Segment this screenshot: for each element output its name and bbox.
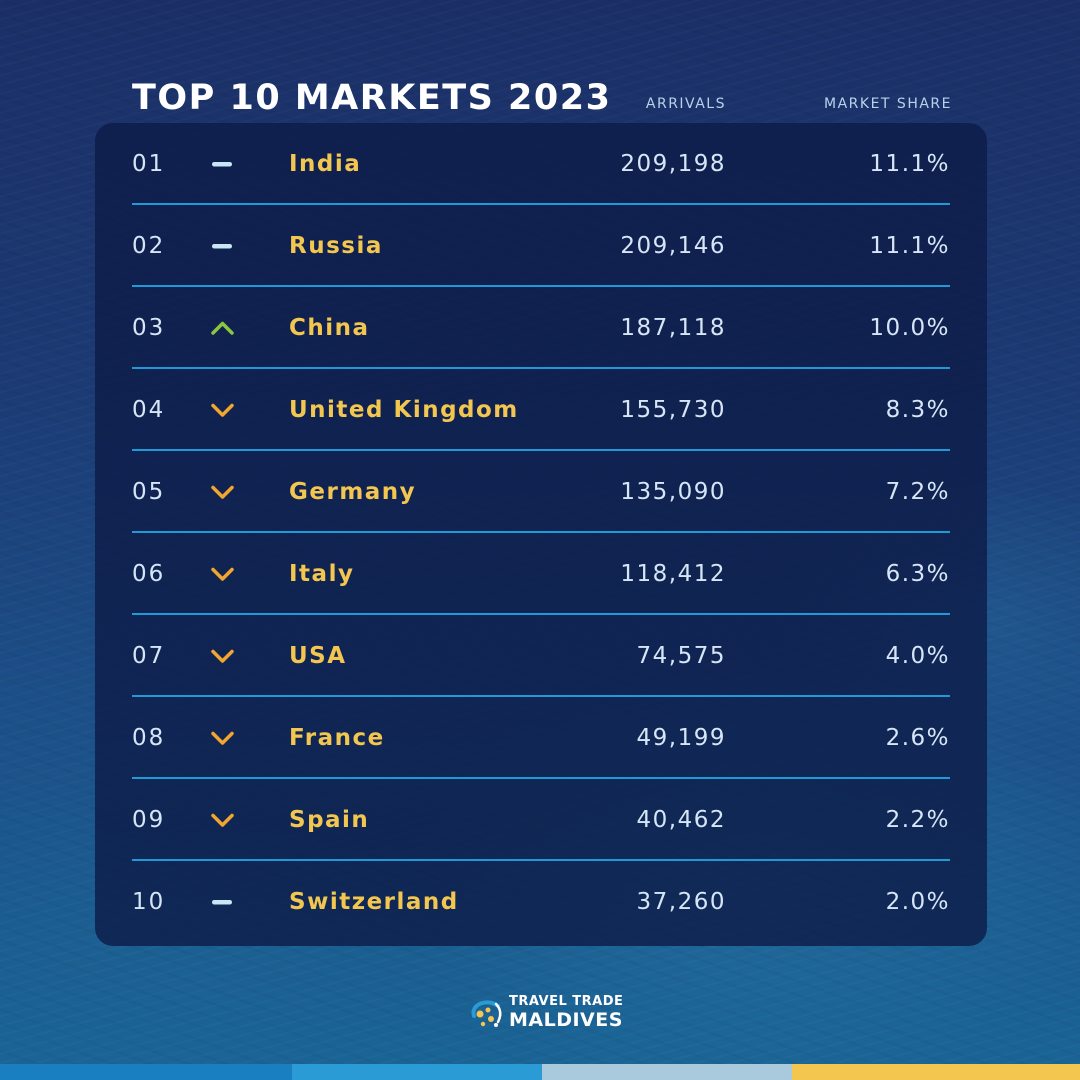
country-name: United Kingdom <box>289 397 519 423</box>
islands-logo-icon <box>471 1000 502 1027</box>
country-name: France <box>289 725 385 751</box>
arrivals-value: 209,198 <box>620 151 726 177</box>
stripe-4 <box>792 1064 1080 1080</box>
dash-icon <box>210 235 236 257</box>
stripe-2 <box>292 1064 542 1080</box>
rank-number: 10 <box>132 889 166 915</box>
color-stripe-bar <box>0 1064 1080 1080</box>
table-row-07: 07 USA 74,575 4.0% <box>132 615 950 697</box>
rank-number: 04 <box>132 397 166 423</box>
country-name: Spain <box>289 807 370 833</box>
arrivals-value: 37,260 <box>636 889 726 915</box>
market-share-value: 10.0% <box>869 315 950 341</box>
logo-text-line1: TRAVEL TRADE <box>509 994 624 1009</box>
logo-text-line2: MALDIVES <box>509 1009 623 1031</box>
market-share-column-header: MARKET SHARE <box>824 96 952 112</box>
travel-trade-maldives-logo: TRAVEL TRADE MALDIVES <box>466 994 626 1034</box>
market-share-value: 6.3% <box>885 561 950 587</box>
country-name: India <box>289 151 362 177</box>
rank-number: 07 <box>132 643 166 669</box>
arrivals-value: 49,199 <box>636 725 726 751</box>
chevron-down-icon <box>210 481 236 503</box>
arrivals-value: 74,575 <box>636 643 726 669</box>
market-share-value: 7.2% <box>885 479 950 505</box>
row-divider <box>132 367 950 369</box>
table-row-03: 03 China 187,118 10.0% <box>132 287 950 369</box>
rank-number: 08 <box>132 725 166 751</box>
stripe-3 <box>542 1064 792 1080</box>
chevron-up-icon <box>210 317 236 339</box>
row-divider <box>132 613 950 615</box>
arrivals-column-header: ARRIVALS <box>645 96 726 112</box>
country-name: Russia <box>289 233 383 259</box>
stripe-1 <box>0 1064 292 1080</box>
rank-number: 03 <box>132 315 166 341</box>
page-title: TOP 10 MARKETS 2023 <box>132 78 612 118</box>
country-name: China <box>289 315 370 341</box>
chevron-down-icon <box>210 399 236 421</box>
arrivals-value: 40,462 <box>636 807 726 833</box>
arrivals-value: 209,146 <box>620 233 726 259</box>
table-row-04: 04 United Kingdom 155,730 8.3% <box>132 369 950 451</box>
arrivals-value: 135,090 <box>620 479 726 505</box>
market-share-value: 2.0% <box>885 889 950 915</box>
market-share-value: 8.3% <box>885 397 950 423</box>
chevron-down-icon <box>210 809 236 831</box>
market-share-value: 11.1% <box>869 233 950 259</box>
arrivals-value: 118,412 <box>620 561 726 587</box>
rank-number: 01 <box>132 151 166 177</box>
arrivals-value: 155,730 <box>620 397 726 423</box>
row-divider <box>132 203 950 205</box>
rank-number: 05 <box>132 479 166 505</box>
table-row-09: 09 Spain 40,462 2.2% <box>132 779 950 861</box>
rank-number: 06 <box>132 561 166 587</box>
row-divider <box>132 285 950 287</box>
market-share-value: 4.0% <box>885 643 950 669</box>
market-share-value: 2.6% <box>885 725 950 751</box>
chevron-down-icon <box>210 563 236 585</box>
market-share-value: 2.2% <box>885 807 950 833</box>
row-divider <box>132 777 950 779</box>
table-row-08: 08 France 49,199 2.6% <box>132 697 950 779</box>
rank-number: 02 <box>132 233 166 259</box>
country-name: USA <box>289 643 347 669</box>
chevron-down-icon <box>210 645 236 667</box>
dash-icon <box>210 153 236 175</box>
rank-number: 09 <box>132 807 166 833</box>
table-row-05: 05 Germany 135,090 7.2% <box>132 451 950 533</box>
row-divider <box>132 859 950 861</box>
table-row-06: 06 Italy 118,412 6.3% <box>132 533 950 615</box>
country-name: Switzerland <box>289 889 459 915</box>
table-row-02: 02 Russia 209,146 11.1% <box>132 205 950 287</box>
row-divider <box>132 449 950 451</box>
chevron-down-icon <box>210 727 236 749</box>
arrivals-value: 187,118 <box>620 315 726 341</box>
table-row-01: 01 India 209,198 11.1% <box>132 123 950 205</box>
row-divider <box>132 531 950 533</box>
row-divider <box>132 695 950 697</box>
markets-table-panel <box>95 123 987 946</box>
country-name: Italy <box>289 561 355 587</box>
country-name: Germany <box>289 479 417 505</box>
table-row-10: 10 Switzerland 37,260 2.0% <box>132 861 950 943</box>
dash-icon <box>210 891 236 913</box>
market-share-value: 11.1% <box>869 151 950 177</box>
